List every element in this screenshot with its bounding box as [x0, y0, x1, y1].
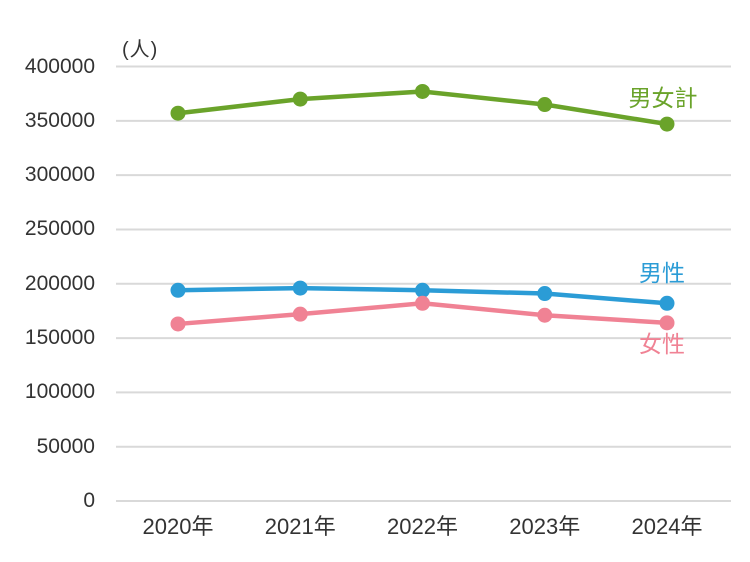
y-tick-label-250000: 250000 [24, 217, 95, 241]
data-point-female-2020年 [170, 316, 186, 332]
data-point-female-2022年 [415, 295, 430, 311]
series-lines [170, 83, 675, 332]
x-tick-label-2022年: 2022年 [387, 514, 458, 539]
y-axis-unit-label: (人) [122, 39, 159, 61]
y-tick-label-300000: 300000 [24, 163, 95, 187]
y-tick-label-0: 0 [83, 489, 95, 512]
y-tick-label-350000: 350000 [24, 108, 95, 132]
x-tick-label-2020年: 2020年 [142, 514, 214, 539]
data-point-female-2023年 [537, 307, 553, 323]
y-tick-label-200000: 200000 [24, 271, 95, 295]
x-tick-label-2024年: 2024年 [631, 514, 703, 539]
series-label-male: 男性 [639, 260, 685, 287]
x-tick-label-2021年: 2021年 [264, 514, 336, 539]
y-tick-label-50000: 50000 [36, 434, 95, 458]
data-point-female-2024年 [659, 315, 675, 331]
data-point-male-2023年 [537, 286, 553, 302]
data-point-male-2024年 [659, 295, 675, 311]
y-tick-label-100000: 100000 [24, 380, 95, 404]
x-tick-label-2023年: 2023年 [509, 514, 581, 539]
series-label-total: 男女計 [628, 85, 698, 112]
data-point-female-2021年 [292, 306, 308, 322]
data-point-male-2022年 [415, 282, 430, 298]
data-point-total-2024年 [659, 116, 675, 132]
data-point-male-2020年 [170, 282, 186, 298]
data-point-male-2021年 [292, 280, 308, 296]
data-point-total-2022年 [415, 83, 430, 99]
y-tick-label-150000: 150000 [24, 326, 95, 350]
y-tick-label-400000: 400000 [24, 54, 95, 78]
data-point-total-2023年 [537, 97, 553, 113]
series-label-female: 女性 [639, 330, 685, 357]
data-point-total-2021年 [292, 91, 308, 107]
data-point-total-2020年 [170, 105, 186, 121]
